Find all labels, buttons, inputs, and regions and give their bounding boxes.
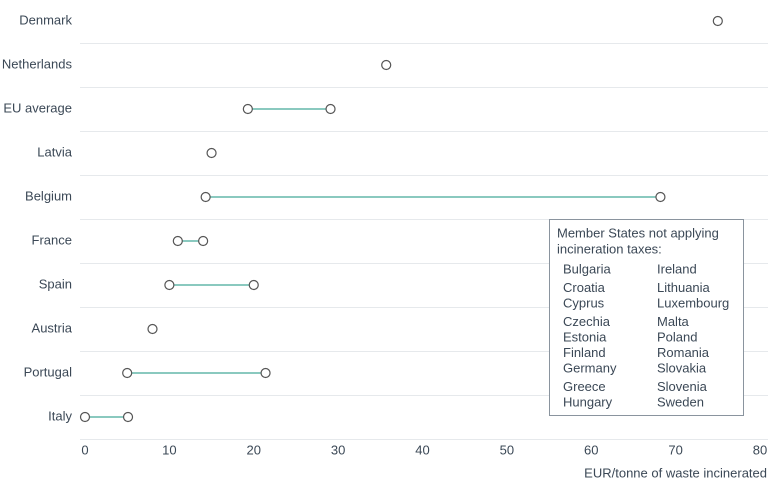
- value-marker: [172, 235, 183, 247]
- x-tick-label: 30: [331, 442, 345, 457]
- note-country: Slovenia: [657, 379, 708, 394]
- note-country: Romania: [657, 345, 710, 360]
- value-marker: [79, 411, 91, 423]
- value-marker: [198, 235, 209, 247]
- y-tick-label: Austria: [32, 320, 73, 335]
- y-tick-label: Italy: [48, 408, 72, 423]
- note-country: Finland: [563, 345, 606, 360]
- value-marker: [248, 279, 259, 291]
- note-country: Czechia: [563, 314, 611, 329]
- note-country: Lithuania: [657, 280, 711, 295]
- x-tick-label: 70: [668, 442, 682, 457]
- y-tick-label: Portugal: [24, 364, 73, 379]
- x-tick-label: 80: [753, 442, 767, 457]
- value-marker: [164, 279, 175, 291]
- value-marker: [122, 411, 134, 423]
- x-tick-label: 60: [584, 442, 598, 457]
- y-tick-label: Latvia: [37, 144, 72, 159]
- note-country: Cyprus: [563, 295, 605, 310]
- value-marker: [147, 323, 158, 335]
- note-country: Croatia: [563, 280, 606, 295]
- note-box: [549, 219, 744, 416]
- note-country: Sweden: [657, 394, 704, 409]
- note-country: Malta: [657, 314, 690, 329]
- note-country: Bulgaria: [563, 261, 611, 276]
- x-tick-label: 0: [81, 442, 88, 457]
- y-tick-label: Netherlands: [2, 56, 73, 71]
- note-title: incineration taxes:: [557, 241, 662, 256]
- x-tick-label: 40: [415, 442, 429, 457]
- y-tick-label: Belgium: [25, 188, 72, 203]
- y-tick-label: EU average: [3, 100, 72, 115]
- value-marker: [325, 103, 336, 115]
- note-country: Germany: [563, 360, 617, 375]
- note-country: Luxembourg: [657, 295, 729, 310]
- value-marker: [260, 367, 271, 379]
- value-marker: [655, 191, 666, 203]
- note-title: Member States not applying: [557, 225, 719, 240]
- x-axis-label: EUR/tonne of waste incinerated: [584, 465, 767, 480]
- note-country: Hungary: [563, 394, 613, 409]
- y-tick-label: Spain: [39, 276, 72, 291]
- value-marker: [242, 103, 253, 115]
- note-country: Greece: [563, 379, 606, 394]
- value-marker: [122, 367, 133, 379]
- note-country: Slovakia: [657, 360, 707, 375]
- note-country: Ireland: [657, 261, 697, 276]
- note-country: Estonia: [563, 329, 607, 344]
- value-marker: [200, 191, 211, 203]
- x-tick-label: 20: [247, 442, 261, 457]
- x-tick-label: 10: [162, 442, 176, 457]
- y-tick-label: France: [32, 232, 72, 247]
- x-tick-label: 50: [500, 442, 514, 457]
- value-marker: [712, 15, 723, 27]
- value-marker: [381, 59, 392, 71]
- y-tick-label: Denmark: [19, 12, 72, 27]
- note-country: Poland: [657, 329, 697, 344]
- value-marker: [206, 147, 217, 159]
